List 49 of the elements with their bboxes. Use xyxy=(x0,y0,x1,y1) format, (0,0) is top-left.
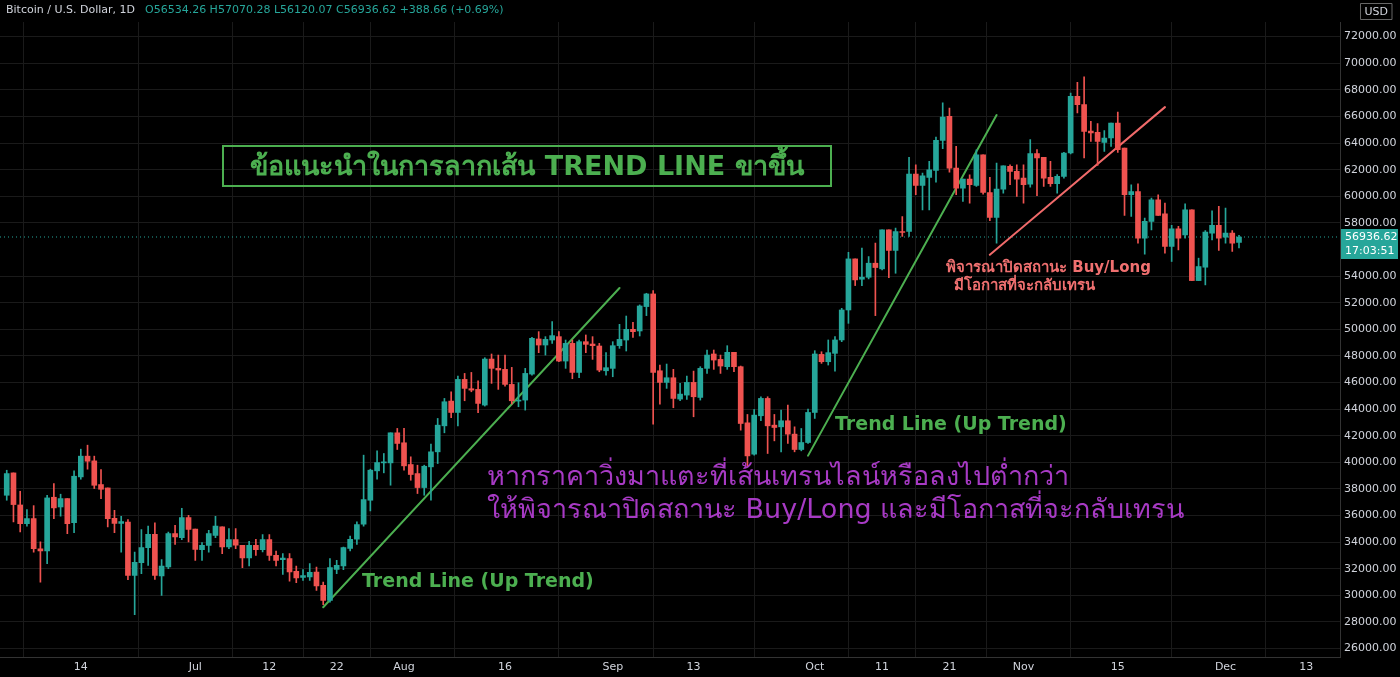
y-tick-label: 70000.00 xyxy=(1344,56,1397,70)
y-tick-label: 72000.00 xyxy=(1344,29,1397,43)
x-tick-label: Oct xyxy=(805,660,825,674)
y-tick-label: 42000.00 xyxy=(1344,428,1397,442)
x-tick-label: 13 xyxy=(1299,660,1314,674)
x-tick-label: 21 xyxy=(942,660,957,674)
annotation: มีโอกาสที่จะกลับเทรน xyxy=(954,273,1096,294)
text: O56534.26 H57070.28 L56120.07 C56936.62 +388.66 (+0.69%) xyxy=(144,2,504,16)
y-tick-label: 60000.00 xyxy=(1344,189,1397,203)
y-tick-label: 30000.00 xyxy=(1344,588,1397,602)
annotation: Trend Line (Up Trend) xyxy=(835,411,1067,434)
text: ข้อแนะนำในการลากเส้น TREND LINE ขาขึ้น xyxy=(222,145,832,187)
candlestick xyxy=(1189,209,1195,281)
annotation: Trend Line (Up Trend) xyxy=(362,568,594,591)
y-tick-label: 50000.00 xyxy=(1344,322,1397,336)
x-tick-label: 12 xyxy=(262,660,277,674)
text: 17:03:51 xyxy=(1345,243,1395,257)
x-tick-label: 13 xyxy=(686,660,701,674)
y-tick-label: 54000.00 xyxy=(1344,268,1397,282)
y-tick-label: 66000.00 xyxy=(1344,109,1397,123)
y-tick-label: 68000.00 xyxy=(1344,82,1397,96)
x-tick-label: 14 xyxy=(73,660,88,674)
x-tick-label: 16 xyxy=(498,660,513,674)
y-tick-label: 34000.00 xyxy=(1344,534,1397,548)
x-tick-label: 22 xyxy=(329,660,344,674)
x-tick-label: 11 xyxy=(875,660,890,674)
y-tick-label: 52000.00 xyxy=(1344,295,1397,309)
x-tick-label: Jul xyxy=(187,660,202,674)
y-axis-title: USD xyxy=(1364,4,1389,18)
ref-line-label: 56936.62 xyxy=(1345,229,1398,243)
x-tick-label: 15 xyxy=(1110,660,1125,674)
y-tick-label: 38000.00 xyxy=(1344,481,1397,495)
chart-subtitle: Bitcoin / U.S. Dollar, 1D xyxy=(6,2,135,16)
x-tick-label: Aug xyxy=(393,660,415,674)
y-tick-label: 62000.00 xyxy=(1344,162,1397,176)
y-tick-label: 36000.00 xyxy=(1344,508,1397,522)
x-tick-label: Sep xyxy=(602,660,624,674)
y-tick-label: 32000.00 xyxy=(1344,561,1397,575)
x-tick-label: Dec xyxy=(1214,660,1237,674)
annotation: ให้พิจารณาปิดสถานะ Buy/Long และมีโอกาสที่จะกลับเทรน xyxy=(487,490,1185,525)
y-tick-label: 64000.00 xyxy=(1344,135,1397,149)
x-tick-label: Nov xyxy=(1012,660,1035,674)
y-tick-label: 58000.00 xyxy=(1344,215,1397,229)
y-tick-label: 40000.00 xyxy=(1344,455,1397,469)
y-tick-label: 26000.00 xyxy=(1344,641,1397,655)
y-tick-label: 44000.00 xyxy=(1344,401,1397,415)
y-tick-label: 46000.00 xyxy=(1344,375,1397,389)
y-tick-label: 48000.00 xyxy=(1344,348,1397,362)
y-tick-label: 28000.00 xyxy=(1344,614,1397,628)
